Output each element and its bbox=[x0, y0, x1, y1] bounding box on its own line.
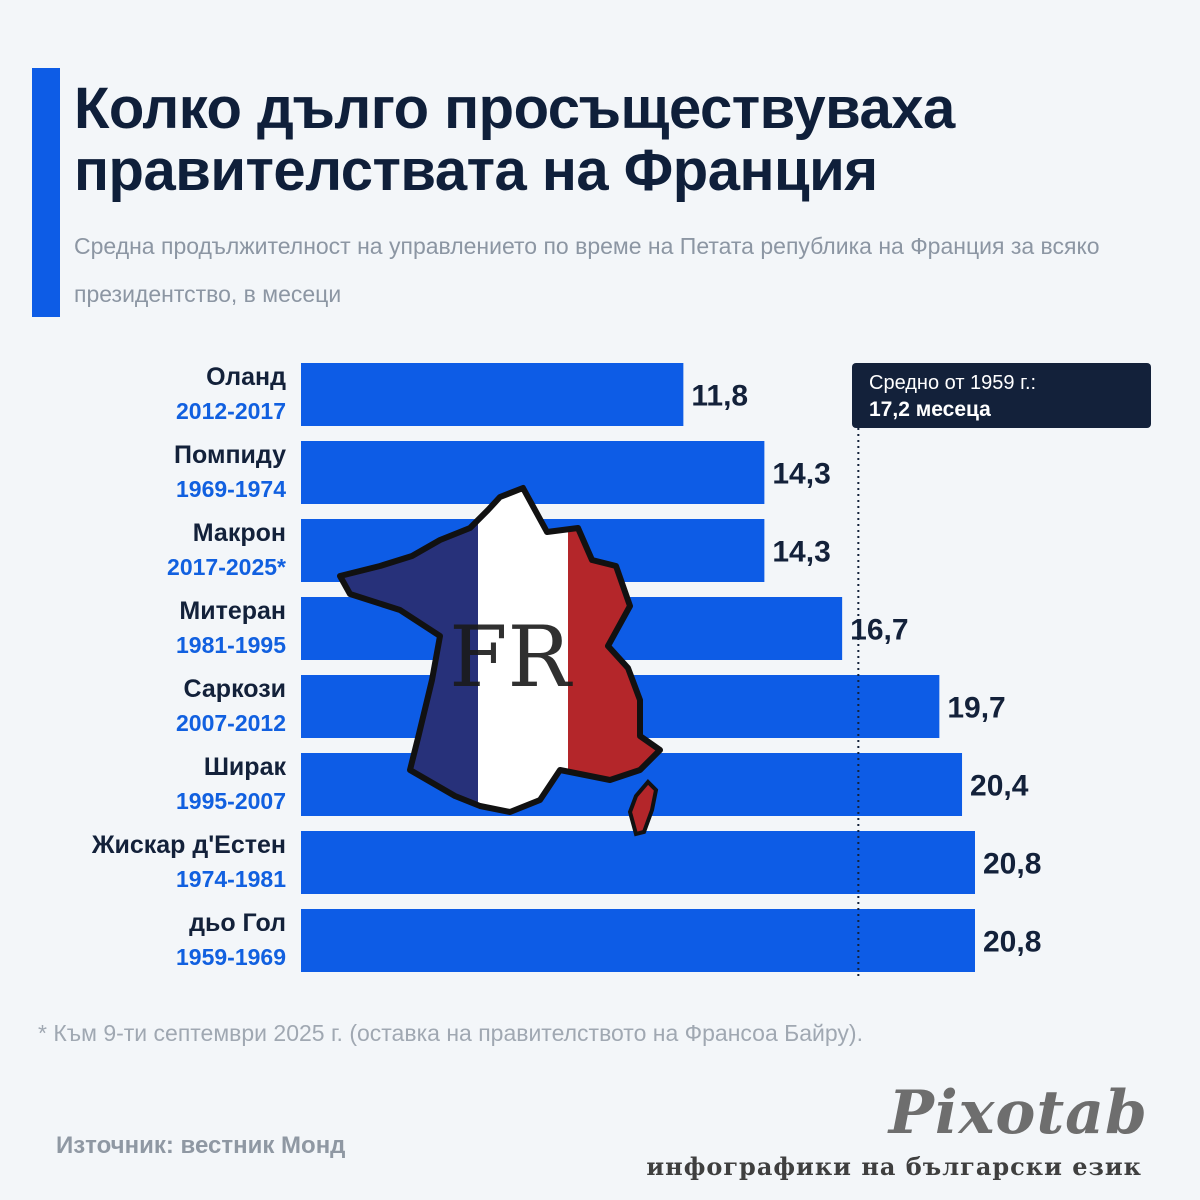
average-callout-value: 17,2 месеца bbox=[869, 398, 991, 421]
bar-value-label: 14,3 bbox=[772, 458, 830, 491]
category-label: Оланд bbox=[206, 363, 286, 391]
period-label: 1969-1974 bbox=[176, 476, 286, 502]
period-label: 1974-1981 bbox=[176, 866, 286, 892]
category-label: Помпиду bbox=[174, 441, 286, 469]
period-label: 1995-2007 bbox=[176, 788, 286, 814]
period-label: 1981-1995 bbox=[176, 632, 286, 658]
map-fr-label: FR bbox=[449, 608, 573, 706]
bar-value-label: 20,8 bbox=[983, 848, 1041, 881]
category-label: Жискар д'Естен bbox=[91, 831, 286, 859]
footnote: * Към 9-ти септември 2025 г. (оставка на… bbox=[38, 1020, 863, 1046]
page-subtitle: Средна продължителност на управлението п… bbox=[74, 233, 1100, 307]
bar-value-label: 20,8 bbox=[983, 926, 1041, 959]
france-map-outline bbox=[337, 485, 663, 815]
brand-tagline: инфографики на български език bbox=[646, 1152, 1142, 1181]
bar-value-label: 14,3 bbox=[772, 536, 830, 569]
bar-value-label: 19,7 bbox=[947, 692, 1005, 725]
bar bbox=[301, 909, 975, 972]
period-label: 2007-2012 bbox=[176, 710, 286, 736]
period-label: 2012-2017 bbox=[176, 398, 286, 424]
category-label: Ширак bbox=[204, 753, 287, 781]
brand-logo: Pixotab bbox=[888, 1078, 1148, 1148]
bar-value-label: 11,8 bbox=[691, 380, 748, 413]
category-label: Макрон bbox=[193, 519, 286, 547]
bar-value-label: 20,4 bbox=[970, 770, 1029, 803]
corsica-island bbox=[627, 779, 659, 837]
category-label: дьо Гол bbox=[189, 909, 286, 937]
bar bbox=[301, 831, 975, 894]
accent-bar bbox=[32, 68, 60, 317]
page-title: Колко дълго просъществуваха правителства… bbox=[74, 76, 955, 203]
bar bbox=[301, 363, 684, 426]
period-label: 1959-1969 bbox=[176, 944, 286, 970]
flag-white-stripe bbox=[478, 488, 568, 812]
category-label: Саркози bbox=[184, 675, 286, 703]
category-label: Митеран bbox=[179, 597, 286, 625]
period-label: 2017-2025* bbox=[167, 554, 286, 580]
bar-value-label: 16,7 bbox=[850, 614, 908, 647]
average-callout-label: Средно от 1959 г.: bbox=[869, 372, 1037, 394]
bar bbox=[301, 441, 765, 504]
source: Източник: вестник Монд bbox=[56, 1132, 346, 1159]
average-callout: Средно от 1959 г.: 17,2 месеца bbox=[852, 363, 1151, 428]
